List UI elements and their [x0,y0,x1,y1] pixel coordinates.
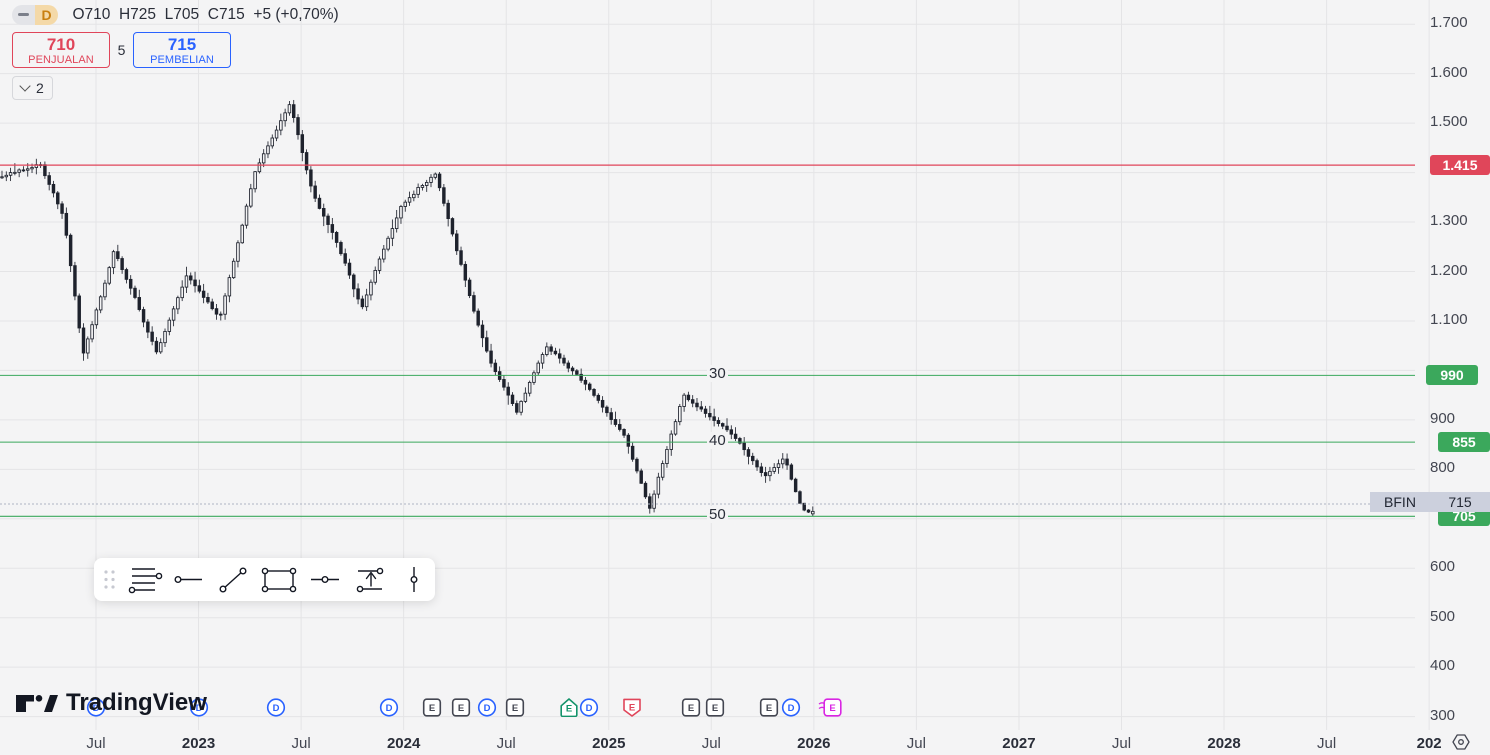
svg-text:E: E [429,703,435,714]
svg-text:D: D [484,703,491,714]
svg-text:E: E [688,703,694,714]
svg-text:E: E [566,704,572,715]
svg-text:E: E [829,703,835,714]
svg-text:E: E [629,703,635,714]
svg-text:D: D [586,703,593,714]
svg-text:E: E [712,703,718,714]
svg-text:D: D [386,703,393,714]
svg-text:E: E [458,703,464,714]
svg-text:D: D [788,703,795,714]
svg-text:E: E [766,703,772,714]
svg-text:D: D [273,703,280,714]
svg-text:E: E [512,703,518,714]
